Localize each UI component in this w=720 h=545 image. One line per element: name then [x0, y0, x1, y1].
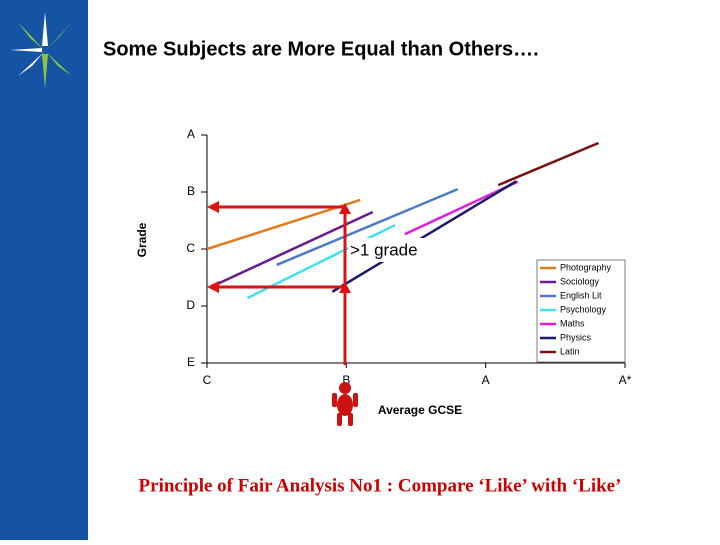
- logo: [10, 12, 72, 88]
- y-axis-label: Grade: [135, 222, 149, 257]
- legend-label: Physics: [560, 332, 592, 342]
- y-tick-label: D: [186, 298, 195, 312]
- y-tick-label: B: [187, 184, 195, 198]
- legend-label: Sociology: [560, 276, 600, 286]
- x-tick-label: A*: [619, 373, 632, 387]
- legend-label: Photography: [560, 262, 612, 272]
- annotation-box: [348, 238, 428, 262]
- series-line: [497, 141, 600, 187]
- series-line: [214, 210, 374, 287]
- footer-text: Principle of Fair Analysis No1 : Compare…: [139, 475, 622, 496]
- legend-label: Psychology: [560, 304, 607, 314]
- figure-icon: [332, 382, 358, 426]
- sidebar: [0, 0, 88, 540]
- y-tick-label: A: [187, 127, 195, 141]
- x-tick-label: C: [203, 373, 212, 387]
- slide-title: Some Subjects are More Equal than Others…: [103, 38, 539, 60]
- series-line: [276, 187, 459, 267]
- legend-label: Maths: [560, 318, 585, 328]
- x-tick-label: A: [482, 373, 490, 387]
- series-line: [331, 180, 517, 293]
- x-tick-label: B: [342, 373, 350, 387]
- annotation: >1 grade: [350, 240, 418, 259]
- x-axis-label: Average GCSE: [378, 403, 462, 417]
- annotation-arrows: [207, 201, 351, 365]
- y-tick-label: C: [186, 241, 195, 255]
- y-tick-label: E: [187, 355, 195, 369]
- legend-label: English Lit: [560, 290, 602, 300]
- legend-label: Latin: [560, 346, 580, 356]
